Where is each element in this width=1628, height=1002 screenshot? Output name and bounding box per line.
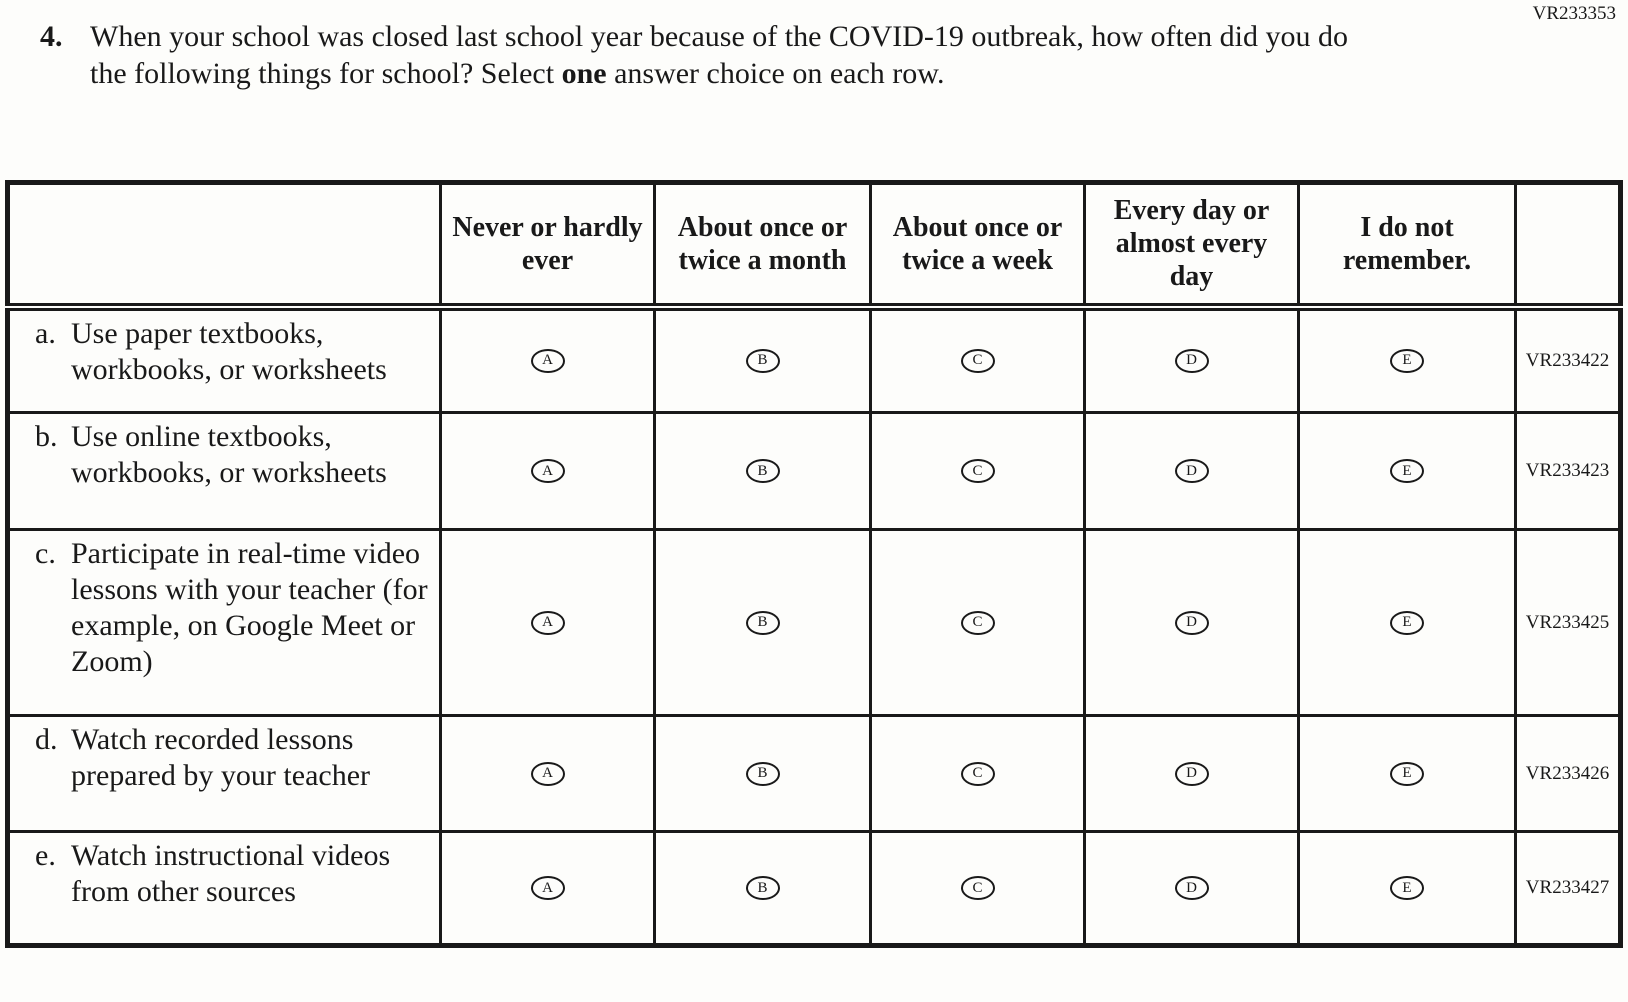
table-row-c: c. Participate in real-time video lesson… [6,528,1622,717]
row-stub: c. Participate in real-time video lesson… [6,528,442,717]
row-label: Use online textbooks, workbooks, or work… [71,420,387,489]
row-stub: d. Watch recorded lessons prepared by yo… [6,714,442,833]
row-stub: e. Watch instructional videos from other… [6,830,442,947]
question-text-after: answer choice on each row. [606,57,945,90]
column-header-never-or-hardly-ever: Never or hardly ever [439,181,656,311]
choice-cell: B [653,411,872,531]
row-letter: a. [35,316,56,350]
choice-cell: D [1083,305,1300,414]
response-matrix-table: Never or hardly ever About once or twice… [5,180,1623,948]
answer-bubble-c[interactable]: C [960,348,995,373]
column-header-blank [6,181,442,311]
choice-cell: C [869,714,1086,833]
choice-cell: C [869,411,1086,531]
choice-cell: D [1083,528,1300,717]
table-row-d: d. Watch recorded lessons prepared by yo… [6,714,1622,833]
answer-bubble-a[interactable]: A [530,610,565,635]
answer-bubble-d[interactable]: D [1174,610,1209,635]
column-header-every-day: Every day or almost every day [1083,181,1300,311]
choice-cell: E [1297,528,1517,717]
choice-cell: B [653,830,872,947]
answer-bubble-e[interactable]: E [1390,348,1424,373]
answer-bubble-b[interactable]: B [745,761,780,786]
header-row: Never or hardly ever About once or twice… [6,181,1622,311]
answer-bubble-a[interactable]: A [530,761,565,786]
choice-cell: D [1083,714,1300,833]
answer-bubble-e[interactable]: E [1390,459,1424,483]
row-stub: b. Use online textbooks, workbooks, or w… [6,411,442,531]
choice-cell: D [1083,830,1300,947]
answer-bubble-c[interactable]: C [960,610,995,635]
row-code: VR233427 [1514,830,1622,947]
answer-bubble-b[interactable]: B [745,876,780,900]
choice-cell: A [439,714,656,833]
choice-cell: E [1297,714,1517,833]
row-code: VR233422 [1514,305,1622,414]
answer-bubble-c[interactable]: C [960,876,995,900]
table-row-e: e. Watch instructional videos from other… [6,830,1622,947]
choice-cell: C [869,528,1086,717]
row-stub: a. Use paper textbooks, workbooks, or wo… [6,305,442,414]
answer-bubble-d[interactable]: D [1174,348,1209,373]
row-label: Participate in real-time video lessons w… [71,537,428,678]
question-text-before: When your school was closed last school … [90,20,1349,90]
row-letter: b. [35,420,58,453]
choice-cell: C [869,305,1086,414]
question-text: When your school was closed last school … [90,18,1362,92]
choice-cell: E [1297,830,1517,947]
answer-bubble-d[interactable]: D [1174,876,1209,900]
answer-bubble-d[interactable]: D [1174,761,1209,786]
answer-bubble-e[interactable]: E [1390,761,1424,786]
table-row-b: b. Use online textbooks, workbooks, or w… [6,411,1622,531]
row-code: VR233423 [1514,411,1622,531]
row-letter: d. [35,723,58,756]
answer-bubble-c[interactable]: C [960,761,995,786]
form-code: VR233353 [1532,3,1616,24]
column-header-once-twice-month: About once or twice a month [653,181,872,311]
choice-cell: B [653,528,872,717]
table-row-a: a. Use paper textbooks, workbooks, or wo… [6,305,1622,414]
column-header-once-twice-week: About once or twice a week [869,181,1086,311]
row-code: VR233426 [1514,714,1622,833]
answer-bubble-c[interactable]: C [960,459,995,483]
row-label: Watch recorded lessons prepared by your … [71,723,371,792]
column-header-do-not-remember: I do not remember. [1297,181,1517,311]
choice-cell: A [439,528,656,717]
answer-bubble-e[interactable]: E [1390,876,1424,900]
row-label: Use paper textbooks, workbooks, or works… [71,316,387,386]
question-number: 4. [40,20,63,53]
row-letter: e. [35,839,56,872]
question-bold-word: one [561,57,607,90]
choice-cell: E [1297,305,1517,414]
answer-bubble-b[interactable]: B [745,610,780,635]
answer-bubble-d[interactable]: D [1174,459,1209,483]
row-code: VR233425 [1514,528,1622,717]
answer-bubble-e[interactable]: E [1390,610,1424,635]
answer-bubble-b[interactable]: B [745,459,780,483]
choice-cell: C [869,830,1086,947]
column-header-code [1514,181,1622,311]
row-letter: c. [35,537,56,570]
choice-cell: A [439,305,656,414]
choice-cell: A [439,830,656,947]
answer-bubble-b[interactable]: B [745,348,780,373]
answer-bubble-a[interactable]: A [530,876,565,900]
choice-cell: B [653,305,872,414]
answer-bubble-a[interactable]: A [530,348,565,373]
choice-cell: A [439,411,656,531]
answer-bubble-a[interactable]: A [530,459,565,483]
row-label: Watch instructional videos from other so… [71,839,391,908]
choice-cell: E [1297,411,1517,531]
question-block: 4. When your school was closed last scho… [40,18,1362,92]
choice-cell: D [1083,411,1300,531]
choice-cell: B [653,714,872,833]
